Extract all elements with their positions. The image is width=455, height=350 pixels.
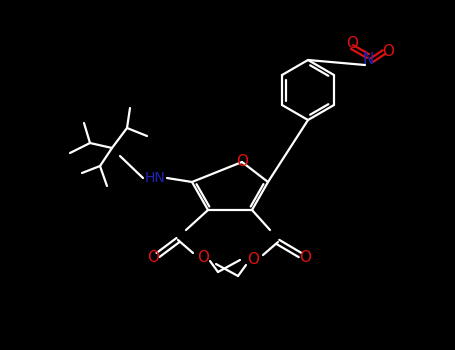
Text: O: O xyxy=(236,154,248,169)
Text: O: O xyxy=(382,44,394,60)
Text: HN: HN xyxy=(145,171,165,185)
Text: O: O xyxy=(299,250,311,265)
Text: O: O xyxy=(147,250,159,265)
Text: O: O xyxy=(197,251,209,266)
Text: O: O xyxy=(346,35,358,50)
Text: N: N xyxy=(362,52,374,68)
Text: O: O xyxy=(247,252,259,267)
